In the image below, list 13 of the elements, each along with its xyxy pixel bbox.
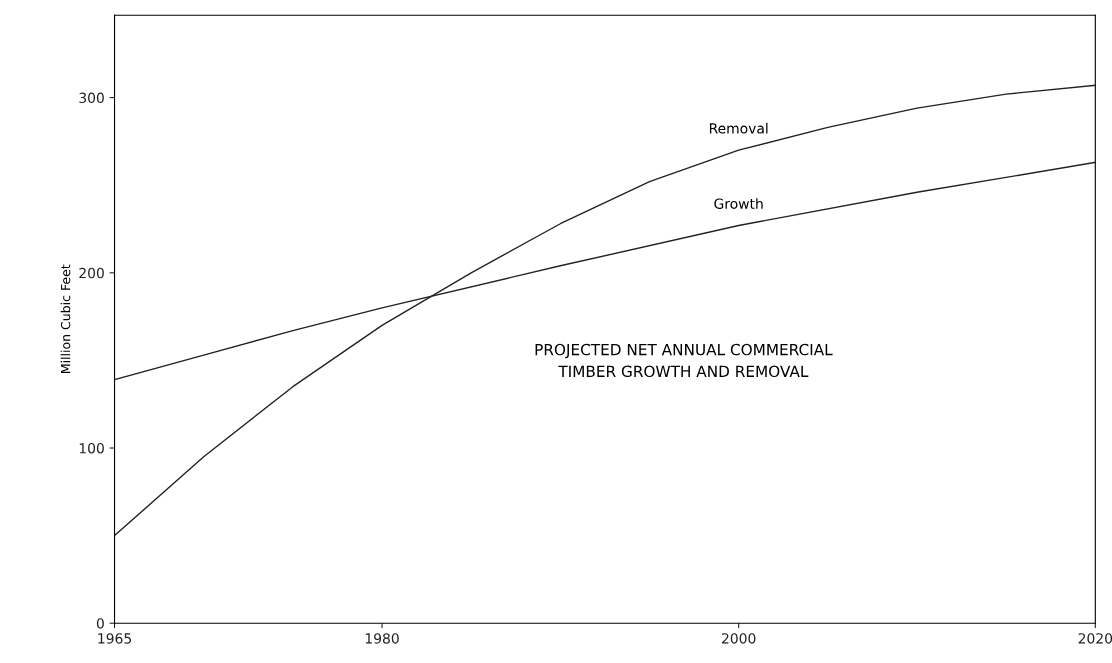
x-tick-label: 2020 [1078, 633, 1112, 644]
y-tick-label: 0 [96, 618, 104, 629]
series-label: Removal [709, 122, 768, 134]
x-tick-label: 2000 [722, 633, 756, 644]
x-tick-label: 1965 [98, 633, 131, 644]
y-tick-label: 100 [79, 442, 104, 454]
y-axis-title: Million Cubic Feet [60, 264, 71, 373]
annotation: PROJECTED NET ANNUAL COMMERCIAL TIMBER GROWTH AND REMOVAL [535, 343, 833, 378]
x-tick-label: 1980 [365, 633, 399, 644]
line-series [114, 84, 1096, 537]
y-tick-label: 200 [79, 267, 104, 279]
y-tick-label: 300 [79, 92, 104, 104]
series-label: Growth [714, 198, 763, 209]
